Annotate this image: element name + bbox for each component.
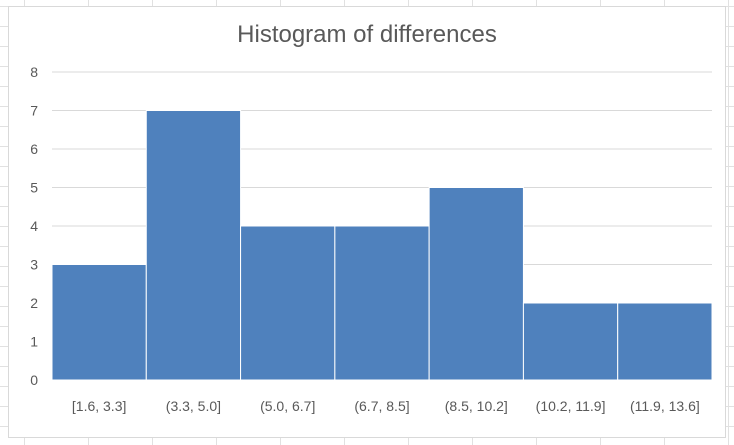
chart-area[interactable]: Histogram of differences 0 1 2 3 4 5 6 7 8 [1.6, … [8, 6, 726, 438]
histogram-bar [334, 225, 430, 381]
x-tick-label: (11.9, 13.6] [630, 398, 700, 414]
x-tick-label: (6.7, 8.5] [354, 398, 409, 414]
y-tick-label: 3 [30, 257, 38, 273]
y-tick-label: 5 [30, 180, 38, 196]
x-tick-label: (3.3, 5.0] [166, 398, 221, 414]
y-tick-label: 0 [30, 372, 38, 388]
histogram-bar [617, 302, 713, 381]
x-tick-label: (8.5, 10.2] [445, 398, 508, 414]
histogram-bar [522, 302, 619, 381]
y-tick-label: 8 [30, 64, 38, 80]
y-tick-label: 1 [30, 334, 38, 350]
histogram-bar [240, 225, 336, 381]
y-tick-label: 4 [30, 218, 38, 234]
histogram-bar [145, 110, 242, 381]
y-tick-label: 2 [30, 295, 38, 311]
chart-title: Histogram of differences [237, 21, 497, 48]
y-tick-label: 6 [30, 141, 38, 157]
x-tick-label: (5.0, 6.7] [260, 398, 315, 414]
x-tick-label: [1.6, 3.3] [72, 398, 126, 414]
x-tick-label: (10.2, 11.9] [536, 398, 606, 414]
histogram-bar [428, 187, 524, 381]
histogram-plot: 0 1 2 3 4 5 6 7 8 [1.6, 3.3] (3.3, 5.0] (5.0, 6.7] (… [30, 64, 713, 414]
histogram-bar [51, 264, 147, 381]
y-tick-label: 7 [30, 103, 38, 119]
